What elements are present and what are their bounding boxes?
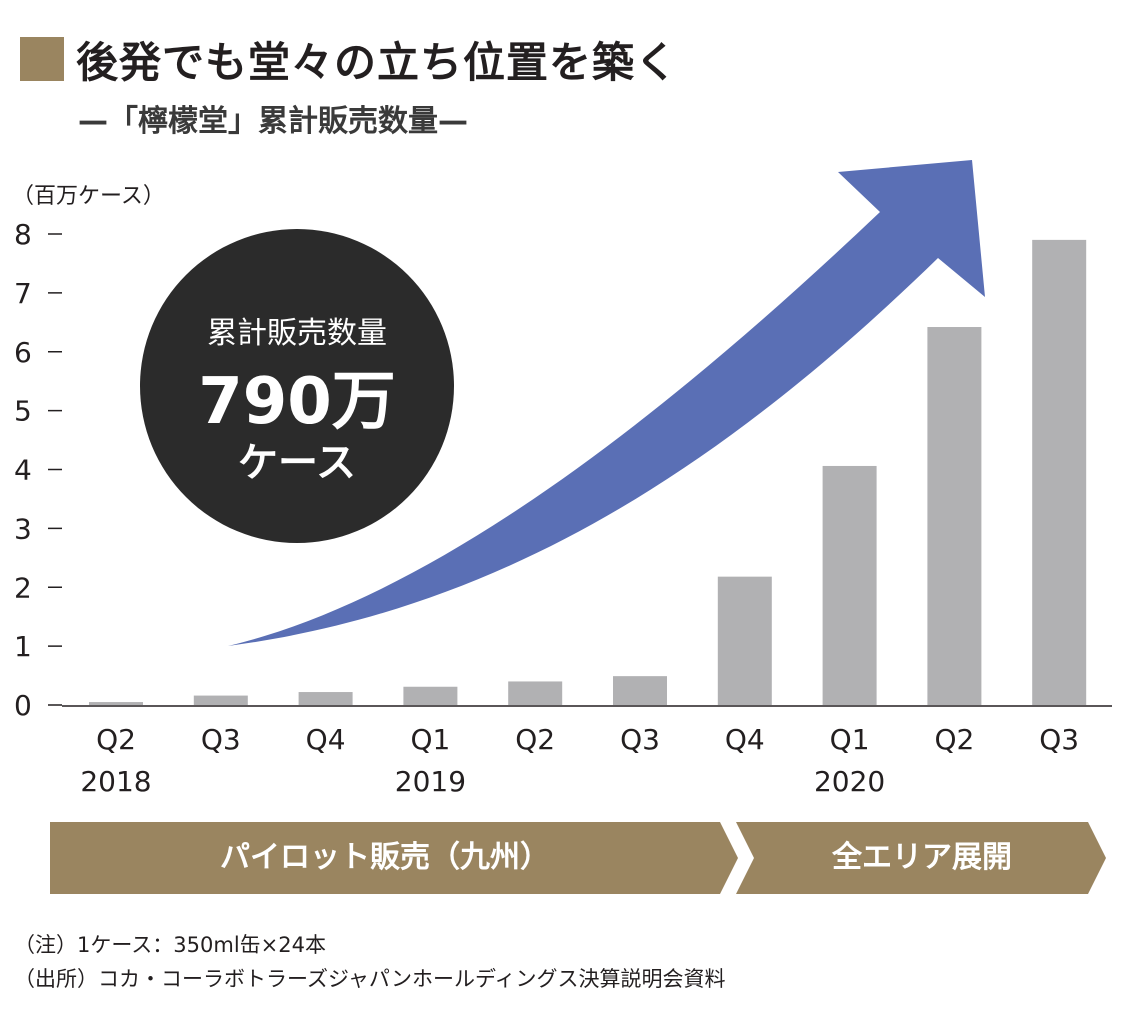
y-tick-label: 8: [14, 218, 32, 251]
bar-chart: 0 1 2 3 4 5 6 7 8 Q2 Q3 Q4 Q1 Q2 Q3 Q4 Q1 Q2 Q3 2018 2019 202…: [14, 160, 1112, 798]
x-tick-label: Q2: [96, 723, 136, 756]
bar: [822, 465, 877, 705]
x-tick-label: Q1: [410, 723, 450, 756]
y-tick-label: 0: [14, 689, 32, 722]
chart-title: 後発でも堂々の立ち位置を築く: [76, 37, 679, 87]
bar: [193, 695, 248, 705]
title-square-icon: [20, 37, 64, 81]
x-tick-label: Q4: [725, 723, 765, 756]
circle-label-unit: ケース: [238, 440, 356, 486]
note-case-definition: （注）1ケース：350ml缶×24本: [14, 933, 327, 957]
title-row: 後発でも堂々の立ち位置を築く: [20, 33, 678, 87]
bar: [927, 327, 982, 705]
bar: [89, 702, 143, 705]
phase-nationwide-arrow-shape: [736, 822, 1106, 894]
bar: [298, 692, 353, 705]
bar: [613, 676, 667, 705]
bar: [508, 681, 563, 705]
x-year-label: 2018: [80, 765, 151, 798]
y-tick-label: 4: [14, 454, 32, 487]
y-axis-unit-label: （百万ケース）: [12, 184, 165, 209]
notes: （注）1ケース：350ml缶×24本 （出所）コカ・コーラボトラーズジャパンホー…: [14, 928, 725, 996]
y-tick-label: 7: [14, 277, 32, 310]
phase-pilot-shape: [50, 822, 738, 894]
y-tick-label: 5: [14, 395, 32, 428]
circle-label-value: 790万: [198, 365, 396, 439]
bar: [403, 686, 458, 705]
chart-subtitle: —「檸檬堂」累計販売数量—: [78, 104, 468, 139]
x-tick-label: Q3: [201, 723, 241, 756]
note-source: （出所）コカ・コーラボトラーズジャパンホールディングス決算説明会資料: [14, 967, 726, 991]
phase-pilot-arrow-shape: [50, 822, 738, 894]
phase-pilot-label: パイロット販売（九州）: [220, 840, 550, 875]
bar: [1032, 239, 1087, 705]
x-tick-label: Q3: [1039, 723, 1079, 756]
y-tick-label: 2: [14, 571, 32, 604]
x-tick-label: Q1: [830, 723, 870, 756]
x-tick-label: Q3: [620, 723, 660, 756]
x-tick-label: Q2: [934, 723, 974, 756]
x-year-label: 2020: [814, 765, 885, 798]
y-tick-label: 3: [14, 512, 32, 545]
phase-nationwide: 全エリア展開: [736, 822, 1108, 894]
x-tick-label: Q4: [306, 723, 346, 756]
x-year-label: 2019: [395, 765, 466, 798]
phase-nationwide-shape: [736, 822, 1106, 894]
y-tick-label: 6: [14, 336, 32, 369]
total-circle: [140, 229, 454, 543]
phase-nationwide-label: 全エリア展開: [832, 840, 1012, 875]
bar: [717, 576, 772, 705]
y-tick-label: 1: [14, 630, 32, 663]
circle-label-line1: 累計販売数量: [207, 316, 387, 351]
growth-arrow: [228, 160, 985, 646]
phase-pilot: パイロット販売（九州）: [50, 822, 740, 894]
x-tick-label: Q2: [515, 723, 555, 756]
